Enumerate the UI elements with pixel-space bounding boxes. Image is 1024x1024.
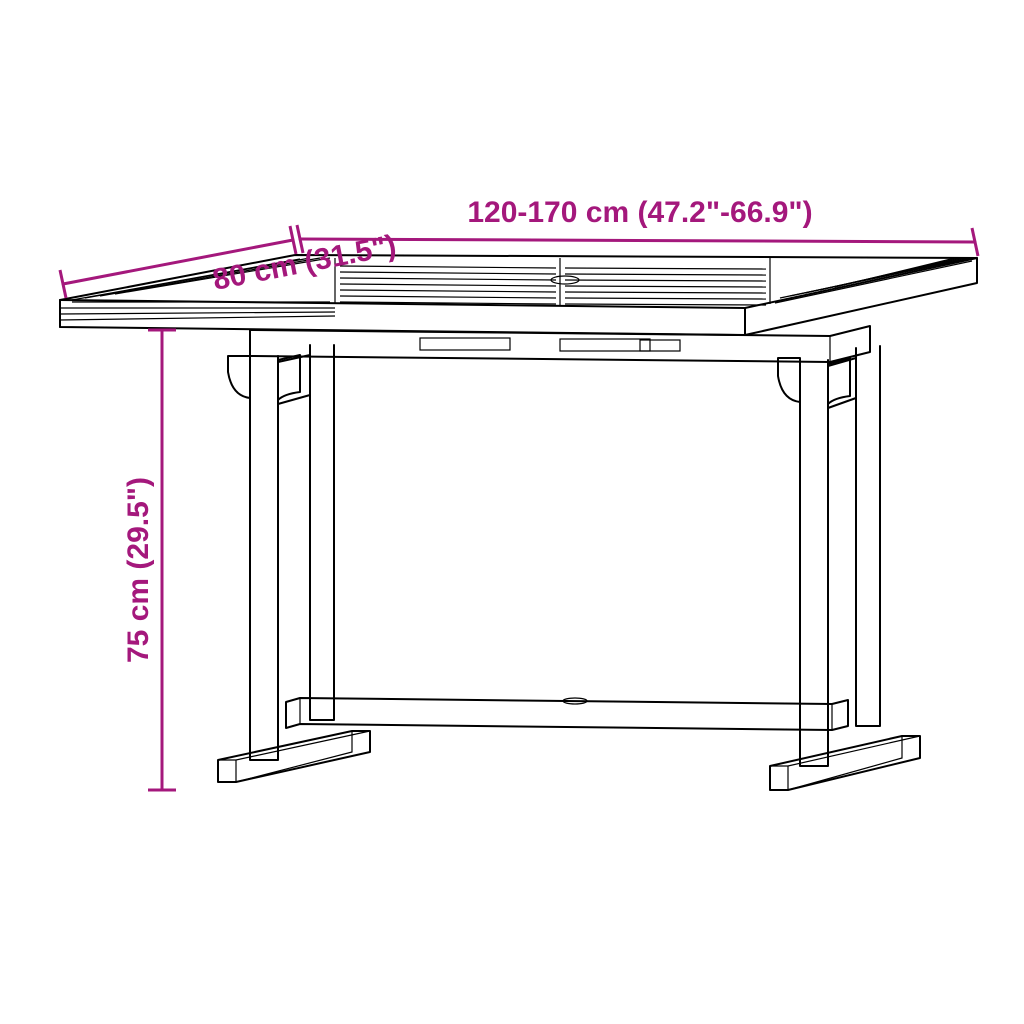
dimension-drawing: 120-170 cm (47.2"-66.9") 80 cm (31.5") 7… xyxy=(0,0,1024,1024)
right-leg xyxy=(770,346,920,790)
dimension-length: 120-170 cm (47.2"-66.9") xyxy=(297,196,978,256)
left-leg xyxy=(218,345,370,782)
table-top xyxy=(60,255,977,335)
dimension-length-label: 120-170 cm (47.2"-66.9") xyxy=(467,196,812,229)
lower-stretcher xyxy=(286,698,848,730)
table-apron xyxy=(250,326,870,362)
dimension-depth: 80 cm (31.5") xyxy=(60,226,399,298)
dimension-height: 75 cm (29.5") xyxy=(122,330,176,790)
dimension-height-label: 75 cm (29.5") xyxy=(122,477,155,663)
